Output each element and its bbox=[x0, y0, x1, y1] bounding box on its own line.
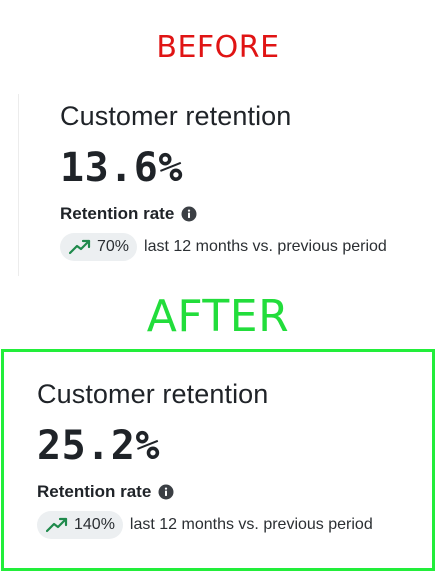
comparison-text: last 12 months vs. previous period bbox=[129, 516, 373, 533]
retention-rate-label: Retention rate bbox=[60, 204, 175, 223]
change-percent: 70% bbox=[97, 238, 130, 255]
retention-value: 25.2% bbox=[37, 423, 160, 469]
trending-up-icon bbox=[69, 239, 91, 255]
change-badge: 140% bbox=[37, 511, 123, 539]
info-icon[interactable] bbox=[158, 484, 174, 500]
comparison-text: last 12 months vs. previous period bbox=[144, 238, 387, 255]
customer-retention-card-after: Customer retention 25.2% Retention rate … bbox=[1, 349, 435, 571]
rate-row: Retention rate bbox=[60, 204, 426, 224]
retention-value: 13.6% bbox=[60, 145, 183, 191]
after-heading: AFTER bbox=[146, 291, 290, 342]
info-icon[interactable] bbox=[181, 206, 197, 222]
card-title: Customer retention bbox=[60, 101, 292, 131]
before-heading: BEFORE bbox=[156, 30, 280, 65]
trending-up-icon bbox=[46, 517, 68, 533]
rate-row: Retention rate bbox=[37, 482, 432, 502]
change-percent: 140% bbox=[74, 516, 115, 533]
card-title: Customer retention bbox=[37, 379, 269, 409]
retention-rate-label: Retention rate bbox=[37, 482, 152, 501]
customer-retention-card-before: Customer retention 13.6% Retention rate … bbox=[18, 94, 426, 276]
comparison-row: 70% last 12 months vs. previous period bbox=[60, 233, 426, 261]
comparison-row: 140% last 12 months vs. previous period bbox=[37, 511, 432, 539]
change-badge: 70% bbox=[60, 233, 138, 261]
